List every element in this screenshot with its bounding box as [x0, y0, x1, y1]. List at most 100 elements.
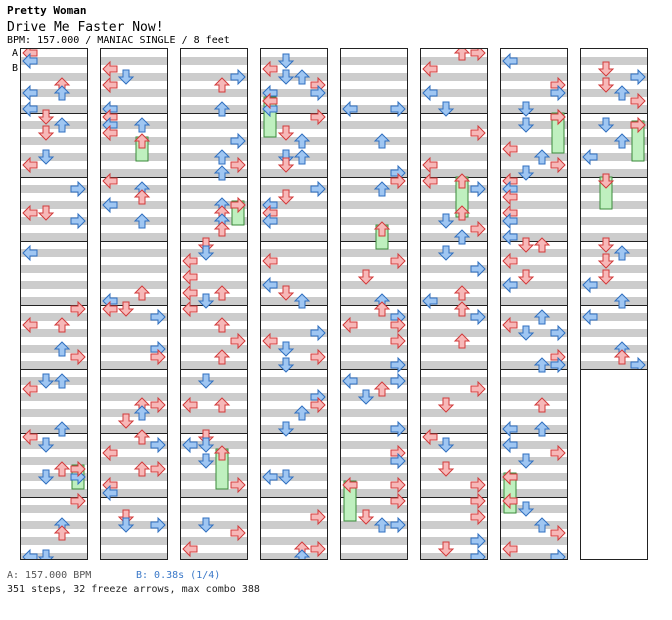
beat-band	[181, 313, 247, 321]
down-step-arrow	[437, 541, 455, 557]
measure-line	[421, 497, 487, 498]
right-step-arrow	[70, 212, 86, 230]
up-step-arrow	[293, 149, 311, 165]
beat-band	[21, 185, 87, 193]
right-step-arrow	[470, 476, 486, 494]
beat-band	[501, 393, 567, 401]
up-step-arrow	[213, 221, 231, 237]
down-step-arrow	[517, 453, 535, 469]
beat-band	[261, 297, 327, 305]
up-step-arrow	[453, 333, 471, 349]
step-notes	[582, 61, 646, 369]
chart-column	[180, 48, 248, 560]
measure-line	[181, 113, 247, 114]
beat-band	[501, 489, 567, 497]
right-step-arrow	[310, 180, 326, 198]
beat-band	[421, 473, 487, 481]
left-step-arrow	[22, 156, 38, 174]
down-step-arrow	[517, 165, 535, 181]
left-step-arrow	[582, 308, 598, 326]
beat-band	[101, 329, 167, 337]
beat-band	[101, 505, 167, 513]
beat-band	[501, 553, 567, 559]
beat-band	[181, 329, 247, 337]
beat-band	[181, 473, 247, 481]
down-step-arrow	[437, 213, 455, 229]
beat-band	[101, 457, 167, 465]
beat-band	[181, 441, 247, 449]
beat-band	[421, 89, 487, 97]
up-step-arrow	[533, 421, 551, 437]
beat-band	[501, 217, 567, 225]
up-step-arrow	[373, 133, 391, 149]
up-step-arrow	[373, 181, 391, 197]
beat-band	[181, 137, 247, 145]
left-step-arrow	[502, 436, 518, 454]
up-step-arrow	[453, 49, 471, 61]
beat-band	[101, 89, 167, 97]
beat-band	[341, 329, 407, 337]
beat-band	[261, 313, 327, 321]
beat-band	[341, 553, 407, 559]
down-step-arrow	[277, 469, 295, 485]
step-notes	[342, 100, 406, 534]
up-step-arrow	[613, 85, 631, 101]
up-step-arrow	[533, 237, 551, 253]
beat-band	[101, 313, 167, 321]
left-step-arrow	[22, 548, 38, 559]
beat-band	[341, 185, 407, 193]
measure-line	[501, 113, 567, 114]
measure-line	[181, 433, 247, 434]
up-step-arrow	[293, 405, 311, 421]
chart-column	[420, 48, 488, 560]
left-step-arrow	[502, 252, 518, 270]
up-step-arrow	[213, 149, 231, 165]
beat-band	[501, 105, 567, 113]
beat-band	[421, 57, 487, 65]
left-step-arrow	[262, 276, 278, 294]
up-step-arrow	[373, 381, 391, 397]
down-step-arrow	[437, 397, 455, 413]
left-step-arrow	[342, 476, 358, 494]
beat-band	[341, 361, 407, 369]
beat-band	[501, 297, 567, 305]
beat-band	[341, 505, 407, 513]
measure-line	[21, 177, 87, 178]
measure-line	[341, 305, 407, 306]
measure-line	[341, 497, 407, 498]
measure-line	[581, 177, 647, 178]
down-step-arrow	[597, 173, 615, 189]
beat-band	[261, 521, 327, 529]
beat-band	[181, 217, 247, 225]
down-step-arrow	[197, 437, 215, 453]
right-step-arrow	[470, 308, 486, 326]
right-step-arrow	[550, 84, 566, 102]
down-step-arrow	[517, 501, 535, 517]
beat-band	[181, 233, 247, 241]
beat-band	[21, 281, 87, 289]
down-step-arrow	[37, 149, 55, 165]
left-step-arrow	[262, 60, 278, 78]
beat-band	[101, 265, 167, 273]
right-step-arrow	[150, 460, 166, 478]
chart-column	[20, 48, 88, 560]
beat-band	[341, 89, 407, 97]
beat-band	[21, 537, 87, 545]
beat-band	[261, 457, 327, 465]
beat-band	[21, 457, 87, 465]
beat-band	[101, 217, 167, 225]
beat-band	[501, 521, 567, 529]
beat-band	[21, 425, 87, 433]
beat-band	[261, 361, 327, 369]
beat-band	[181, 281, 247, 289]
right-step-arrow	[390, 516, 406, 534]
measure-line	[181, 177, 247, 178]
beat-band	[181, 73, 247, 81]
up-step-arrow	[613, 293, 631, 309]
beat-band	[181, 249, 247, 257]
beat-band	[581, 105, 647, 113]
step-notes	[422, 49, 486, 559]
beat-band	[581, 217, 647, 225]
beat-band	[21, 201, 87, 209]
up-step-arrow	[133, 189, 151, 205]
